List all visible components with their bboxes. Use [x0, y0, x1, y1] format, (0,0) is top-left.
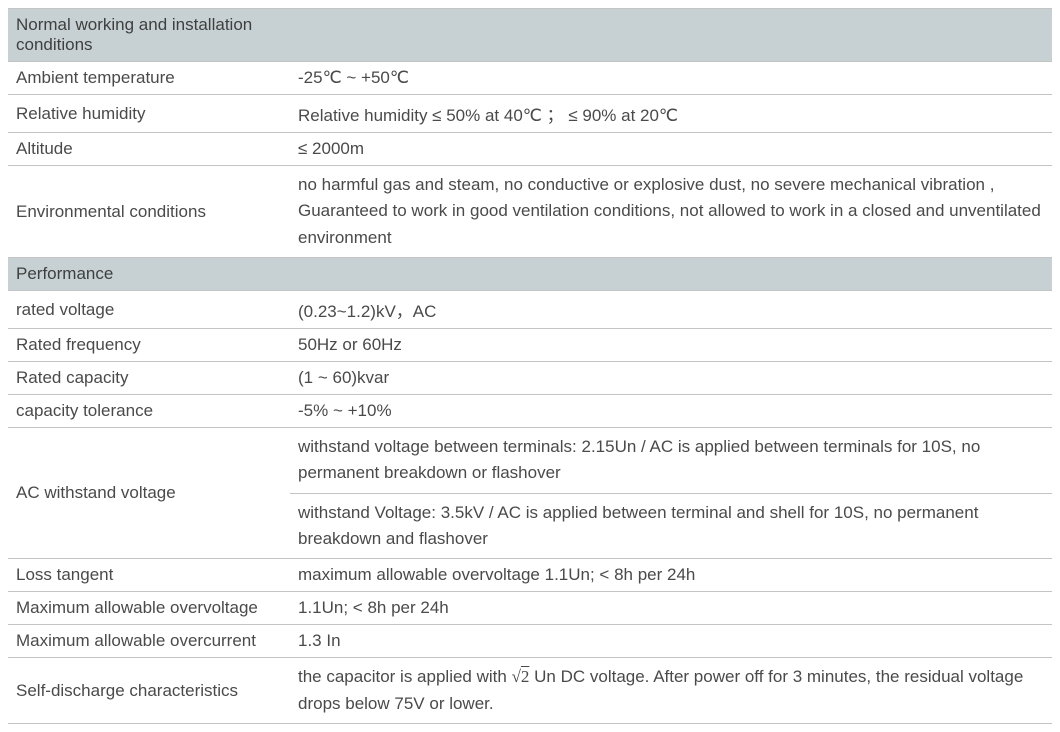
spec-table: Normal working and installation conditio…	[8, 8, 1052, 724]
row-label: capacity tolerance	[8, 395, 290, 428]
row-label: rated voltage	[8, 291, 290, 329]
row-label: Environmental conditions	[8, 166, 290, 258]
row-value: withstand voltage between terminals: 2.1…	[290, 428, 1052, 494]
section-header: Performance	[8, 258, 290, 291]
spec-table-body: Normal working and installation conditio…	[8, 9, 1052, 724]
row-value: 1.3 In	[290, 625, 1052, 658]
row-label: Maximum allowable overcurrent	[8, 625, 290, 658]
row-value: -25℃ ~ +50℃	[290, 62, 1052, 95]
row-value: (0.23~1.2)kV，AC	[290, 291, 1052, 329]
row-value: 1.1Un; < 8h per 24h	[290, 592, 1052, 625]
row-label: Self-discharge characteristics	[8, 658, 290, 724]
row-label: Relative humidity	[8, 95, 290, 133]
row-label: Altitude	[8, 133, 290, 166]
row-value: maximum allowable overvoltage 1.1Un; < 8…	[290, 559, 1052, 592]
row-label: Rated frequency	[8, 329, 290, 362]
section-header-spacer	[290, 258, 1052, 291]
row-label: Ambient temperature	[8, 62, 290, 95]
row-value: no harmful gas and steam, no conductive …	[290, 166, 1052, 258]
row-value: the capacitor is applied with √2 Un DC v…	[290, 658, 1052, 724]
row-label: AC withstand voltage	[8, 428, 290, 559]
row-label: Maximum allowable overvoltage	[8, 592, 290, 625]
row-label: Rated capacity	[8, 362, 290, 395]
row-value: (1 ~ 60)kvar	[290, 362, 1052, 395]
row-value: 50Hz or 60Hz	[290, 329, 1052, 362]
row-value: Relative humidity ≤ 50% at 40℃ ； ≤ 90% a…	[290, 95, 1052, 133]
row-value: -5% ~ +10%	[290, 395, 1052, 428]
row-value: ≤ 2000m	[290, 133, 1052, 166]
section-header: Normal working and installation conditio…	[8, 9, 290, 62]
row-label: Loss tangent	[8, 559, 290, 592]
row-value: withstand Voltage: 3.5kV / AC is applied…	[290, 493, 1052, 559]
section-header-spacer	[290, 9, 1052, 62]
